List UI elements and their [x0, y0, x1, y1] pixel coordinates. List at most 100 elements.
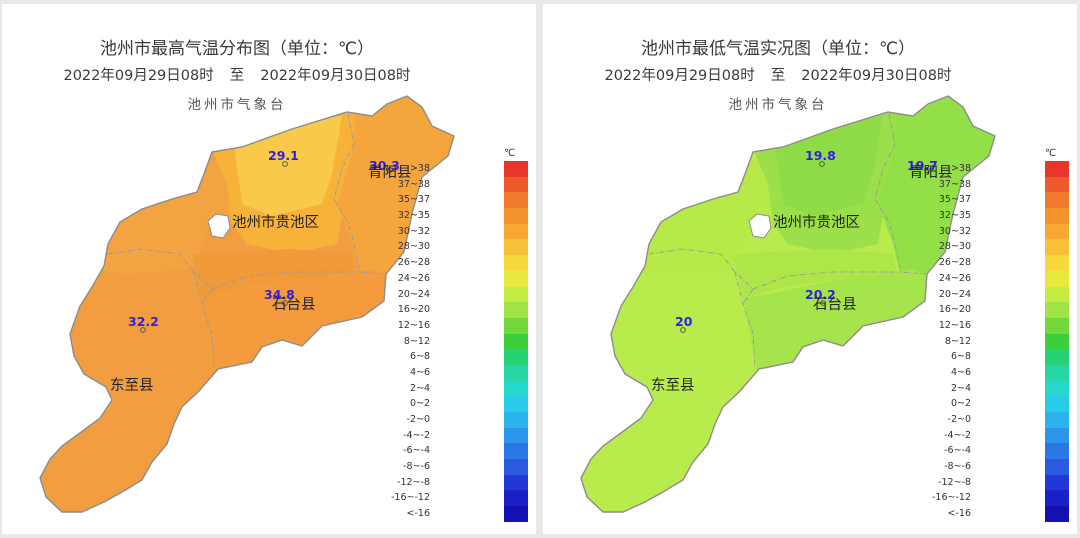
- legend-label: 8~12: [944, 335, 971, 347]
- station-value: 20: [675, 314, 693, 329]
- issuing-agency: 池州市气象台: [728, 97, 828, 113]
- legend-swatch: [1045, 223, 1069, 240]
- station-value: 32.2: [128, 314, 159, 329]
- legend-label: 28~30: [397, 241, 430, 253]
- legend-swatch: [504, 364, 528, 381]
- legend-label: 2~4: [950, 382, 971, 394]
- station-marker: [282, 161, 288, 167]
- legend-label: -4~-2: [403, 429, 430, 441]
- legend-label: -12~-8: [397, 476, 430, 488]
- legend-swatch: [504, 176, 528, 193]
- legend-label: 35~37: [397, 194, 430, 206]
- legend-label: 24~26: [938, 272, 971, 284]
- legend-label: 24~26: [397, 272, 430, 284]
- legend-swatch: [1045, 412, 1069, 428]
- legend-label: -12~-8: [938, 476, 971, 488]
- station-value: 19.8: [805, 148, 836, 163]
- city-boundary: [39, 95, 455, 513]
- legend-swatch: [504, 396, 528, 412]
- legend-unit: ℃: [504, 148, 516, 159]
- date-separator: 至: [229, 68, 245, 84]
- map-title: 池州市最高气温分布图（单位：℃）: [99, 39, 375, 59]
- legend-label: 12~16: [938, 319, 971, 331]
- legend-label: <-16: [947, 508, 971, 520]
- legend-swatch: [504, 223, 528, 240]
- issuing-agency: 池州市气象台: [187, 97, 287, 113]
- legend-swatch: [504, 161, 528, 177]
- legend-label: -16~-12: [932, 492, 971, 504]
- legend-swatch: [504, 474, 528, 491]
- legend-label: 37~38: [938, 178, 971, 190]
- legend-label: 12~16: [397, 319, 430, 331]
- date-range: 2022年09月29日08时至 2022年09月30日08时: [543, 64, 1013, 85]
- legend-swatch: [504, 380, 528, 397]
- legend-swatch: [504, 459, 528, 475]
- legend-swatch: [1045, 443, 1069, 460]
- legend-swatch: [504, 317, 528, 334]
- legend-swatch: [1045, 302, 1069, 318]
- legend-swatch: [1045, 364, 1069, 381]
- legend-label: <-16: [406, 508, 430, 520]
- legend-label: 8~12: [403, 335, 430, 347]
- legend-label: 37~38: [397, 178, 430, 190]
- legend-label: 2~4: [409, 382, 430, 394]
- legend-swatch: [1045, 317, 1069, 334]
- station-value: 19.7: [907, 158, 938, 173]
- legend-swatch: [504, 239, 528, 256]
- temperature-map: 19.8 19.7 20.2 20 池州市贵池区 青阳县 石台县 东至县: [580, 95, 996, 513]
- date-from: 2022年09月29日08时: [63, 68, 214, 84]
- region-southeast: [743, 269, 963, 374]
- county-label-shitai: 石台县: [813, 296, 857, 313]
- legend-swatch: [1045, 176, 1069, 193]
- legend-swatch: [1045, 506, 1069, 522]
- legend-swatch: [504, 333, 528, 350]
- legend-label: -6~-4: [403, 445, 430, 457]
- legend-swatch: [504, 208, 528, 224]
- max-temperature-panel: 池州市最高气温分布图（单位：℃） 2022年09月29日08时至 2022年09月…: [2, 4, 536, 534]
- county-label-qingyang: 青阳县: [909, 164, 953, 181]
- date-to: 2022年09月30日08时: [260, 68, 411, 84]
- legend-swatch: [504, 349, 528, 365]
- legend-swatch: [1045, 427, 1069, 444]
- region-southeast: [202, 269, 422, 374]
- legend-label: 6~8: [409, 351, 430, 363]
- legend-label: 28~30: [938, 241, 971, 253]
- county-borders: [648, 113, 927, 370]
- date-from: 2022年09月29日08时: [604, 68, 755, 84]
- legend-label: 16~20: [938, 304, 971, 316]
- station-marker: [282, 300, 288, 306]
- station-value: 29.1: [268, 148, 299, 163]
- region-center: [733, 249, 898, 299]
- legend-label: 20~24: [938, 288, 971, 300]
- legend-swatch: [1045, 474, 1069, 491]
- county-label-dongzhi: 东至县: [651, 377, 695, 394]
- legend-swatch: [504, 490, 528, 507]
- legend-label: 16~20: [397, 304, 430, 316]
- legend-swatch: [504, 192, 528, 209]
- station-marker: [387, 167, 393, 173]
- legend-swatch: [1045, 490, 1069, 507]
- weather-stations: 29.1 30.3 34.8 32.2: [128, 148, 400, 333]
- legend-label: -2~0: [406, 414, 430, 425]
- legend-label: -4~-2: [944, 429, 971, 441]
- legend-swatch: [1045, 239, 1069, 256]
- county-label-guichi: 池州市贵池区: [232, 214, 319, 231]
- legend-label: 30~32: [397, 225, 430, 237]
- station-value: 30.3: [369, 158, 400, 173]
- legend-label: 32~35: [397, 210, 430, 222]
- legend-swatch: [504, 270, 528, 287]
- legend-swatch: [504, 302, 528, 318]
- county-labels: 池州市贵池区 青阳县 石台县 东至县: [110, 164, 412, 394]
- legend-label: 20~24: [397, 288, 430, 300]
- legend-swatch: [1045, 459, 1069, 475]
- legend-label: 4~6: [950, 366, 971, 378]
- legend-label: 35~37: [938, 194, 971, 206]
- legend-swatch: [1045, 255, 1069, 271]
- station-marker: [924, 167, 930, 173]
- legend-label: >38: [950, 163, 971, 174]
- legend-label: 6~8: [950, 351, 971, 363]
- legend-swatch: [1045, 380, 1069, 397]
- county-borders: [107, 113, 386, 370]
- lake: [207, 213, 231, 239]
- county-label-guichi: 池州市贵池区: [773, 214, 860, 231]
